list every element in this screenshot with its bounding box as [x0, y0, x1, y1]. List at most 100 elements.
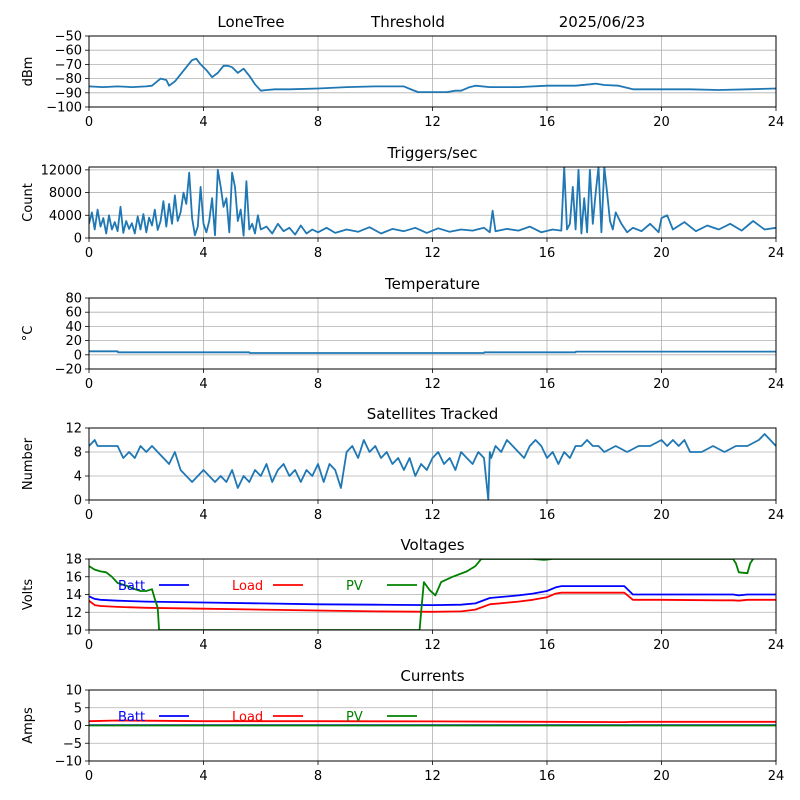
- series-line: [89, 167, 776, 237]
- series-line: [89, 57, 776, 93]
- y-tick-label: 0: [74, 348, 82, 363]
- x-tick-label: 24: [768, 246, 785, 261]
- y-axis-label: Volts: [21, 579, 36, 611]
- x-tick-label: 16: [539, 115, 556, 130]
- legend-label-pv: PV: [346, 710, 363, 725]
- legend-label-pv: PV: [346, 579, 363, 594]
- x-tick-label: 24: [768, 769, 785, 784]
- y-tick-label: 60: [65, 306, 82, 321]
- x-tick-label: 16: [539, 246, 556, 261]
- y-tick-label: −10: [55, 755, 82, 770]
- x-tick-label: 12: [424, 246, 441, 261]
- x-tick-label: 0: [85, 377, 93, 392]
- station-name: LoneTree: [217, 13, 284, 31]
- x-tick-label: 16: [539, 769, 556, 784]
- chart-currents: 0 4 8 12 16 20 24 −10 −5 0 5 10 Currents Amps Batt Load…: [21, 667, 784, 784]
- x-tick-label: 20: [653, 769, 670, 784]
- y-tick-label: −80: [55, 72, 82, 87]
- y-tick-label: 40: [65, 320, 82, 335]
- x-tick-label: 12: [424, 115, 441, 130]
- x-tick-label: 4: [199, 508, 207, 523]
- legend-label-load: Load: [232, 579, 263, 594]
- y-tick-label: −20: [55, 363, 82, 378]
- x-tick-label: 0: [85, 769, 93, 784]
- y-tick-label: 0: [74, 232, 82, 247]
- series-line: [89, 433, 776, 500]
- series-line: [89, 350, 776, 354]
- y-tick-label: −60: [55, 44, 82, 59]
- y-tick-label: 12000: [41, 163, 82, 178]
- y-tick-label: 80: [65, 292, 82, 307]
- x-tick-label: 12: [424, 377, 441, 392]
- x-tick-label: 20: [653, 638, 670, 653]
- x-tick-label: 0: [85, 638, 93, 653]
- x-tick-label: 8: [314, 115, 322, 130]
- x-tick-label: 24: [768, 377, 785, 392]
- x-tick-label: 0: [85, 508, 93, 523]
- x-tick-label: 8: [314, 377, 322, 392]
- x-tick-label: 20: [653, 115, 670, 130]
- x-tick-label: 12: [424, 769, 441, 784]
- y-axis-label: °C: [21, 326, 36, 342]
- chart-voltages: 0 4 8 12 16 20 24 10 12 14 16 18 Voltages Volts Batt Lo…: [21, 536, 784, 653]
- date-label: 2025/06/23: [559, 13, 645, 31]
- chart-title: Currents: [400, 667, 464, 685]
- chart-title: Triggers/sec: [387, 144, 478, 162]
- y-tick-label: 12: [65, 422, 82, 437]
- x-tick-label: 12: [424, 508, 441, 523]
- series-line-batt: [89, 585, 776, 606]
- y-axis-label: Count: [21, 183, 36, 222]
- chart-satellites: 0 4 8 12 16 20 24 0 4 8 12 Satellites Tracked Number: [21, 405, 784, 523]
- x-tick-label: 12: [424, 638, 441, 653]
- chart-title: Satellites Tracked: [367, 405, 498, 423]
- y-tick-label: 4: [74, 470, 82, 485]
- x-tick-label: 4: [199, 769, 207, 784]
- x-tick-label: 4: [199, 638, 207, 653]
- x-tick-label: 4: [199, 246, 207, 261]
- x-tick-label: 20: [653, 377, 670, 392]
- y-tick-label: 10: [65, 684, 82, 699]
- legend-label-batt: Batt: [118, 579, 145, 594]
- x-tick-label: 24: [768, 115, 785, 130]
- chart-triggers: 0 4 8 12 16 20 24 0 4000 8000 12000 Triggers/sec Cou…: [21, 144, 784, 261]
- legend-label-load: Load: [232, 710, 263, 725]
- chart-signal: 0 4 8 12 16 20 24 −50−60−70−80−90−100 dBm: [21, 30, 784, 131]
- axes-frame: [88, 558, 777, 631]
- y-tick-label: −100: [46, 101, 82, 116]
- x-tick-label: 8: [314, 769, 322, 784]
- y-tick-label: −50: [55, 30, 82, 45]
- y-axis-label: Number: [21, 437, 36, 490]
- y-tick-label: 14: [65, 588, 82, 603]
- x-tick-label: 16: [539, 508, 556, 523]
- y-tick-label: 20: [65, 334, 82, 349]
- series-line-load: [89, 719, 776, 723]
- x-tick-label: 16: [539, 638, 556, 653]
- x-tick-label: 20: [653, 246, 670, 261]
- y-tick-label: −70: [55, 58, 82, 73]
- y-tick-label: 18: [65, 553, 82, 568]
- chart-title: Temperature: [384, 275, 480, 293]
- mode-label: Threshold: [370, 13, 445, 31]
- y-tick-label: −5: [63, 737, 82, 752]
- series-line-load: [89, 591, 776, 613]
- y-tick-label: 4000: [49, 209, 82, 224]
- y-tick-label: −90: [55, 86, 82, 101]
- y-tick-label: 12: [65, 606, 82, 621]
- y-tick-label: 0: [74, 719, 82, 734]
- x-tick-label: 24: [768, 508, 785, 523]
- x-tick-label: 4: [199, 377, 207, 392]
- y-axis-label: dBm: [21, 57, 36, 87]
- y-axis-label: Amps: [21, 707, 36, 744]
- x-tick-label: 0: [85, 246, 93, 261]
- axes-frame: [88, 297, 777, 370]
- legend-label-batt: Batt: [118, 710, 145, 725]
- x-tick-label: 20: [653, 508, 670, 523]
- x-tick-label: 16: [539, 377, 556, 392]
- x-tick-label: 0: [85, 115, 93, 130]
- y-tick-label: 10: [65, 624, 82, 639]
- y-tick-label: 5: [74, 701, 82, 716]
